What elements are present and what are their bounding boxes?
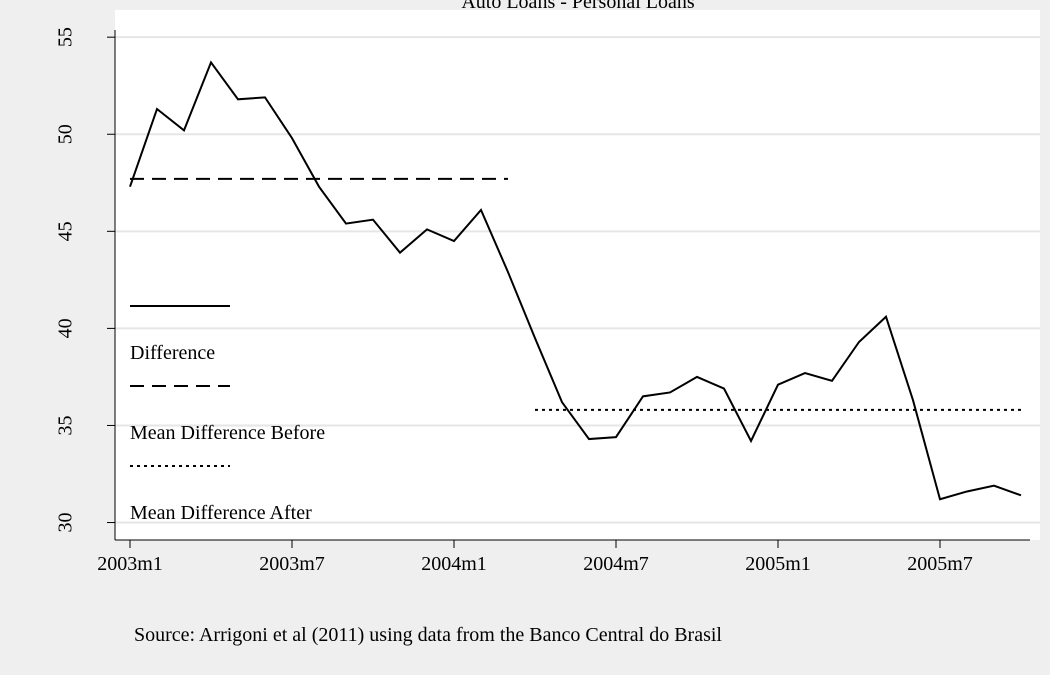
- y-tick-label: 30: [55, 513, 77, 533]
- x-tick-label: 2005m7: [907, 553, 973, 575]
- y-tick-label: 35: [55, 415, 77, 435]
- legend-label: Mean Difference Before: [130, 422, 325, 444]
- y-tick-label: 50: [55, 124, 77, 144]
- series-line: [129, 60, 1022, 501]
- x-tick-label: 2003m1: [97, 553, 163, 575]
- legend-label: Mean Difference After: [130, 502, 312, 524]
- x-tick-label: 2004m7: [583, 553, 649, 575]
- chart-title: Auto Loans - Personal Loans: [461, 0, 695, 13]
- x-tick-label: 2003m7: [259, 553, 325, 575]
- legend-label: Difference: [130, 342, 215, 364]
- source-note: Source: Arrigoni et al (2011) using data…: [134, 624, 722, 646]
- y-tick-label: 45: [55, 221, 77, 241]
- y-tick-label: 40: [55, 318, 77, 338]
- plot-area: [115, 10, 1040, 540]
- x-tick-label: 2005m1: [745, 553, 811, 575]
- y-tick-label: 55: [55, 27, 77, 47]
- x-tick-label: 2004m1: [421, 553, 487, 575]
